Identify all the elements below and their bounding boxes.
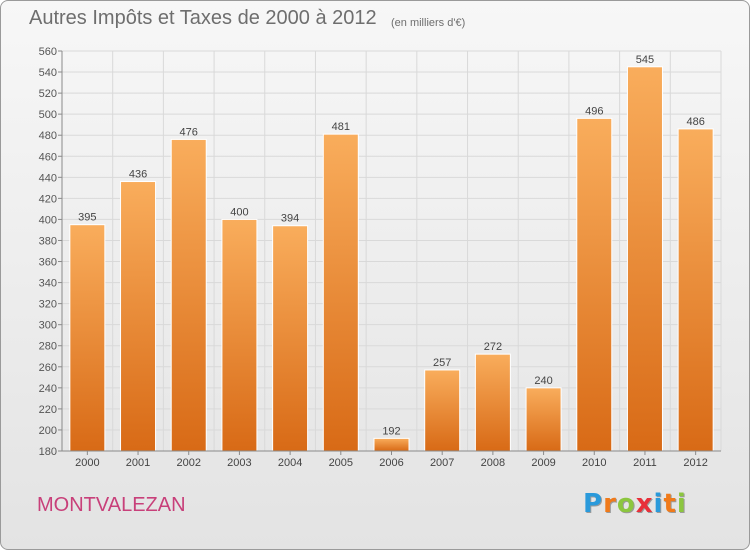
x-tick-label: 2012: [683, 457, 707, 469]
y-tick-label: 380: [39, 235, 57, 247]
data-label: 436: [129, 169, 147, 181]
data-label: 545: [636, 54, 654, 66]
x-tick-label: 2011: [633, 457, 657, 469]
data-label: 192: [382, 425, 400, 437]
y-tick-label: 400: [39, 214, 57, 226]
logo-letter: x: [635, 489, 654, 519]
y-tick-label: 200: [39, 425, 57, 437]
bar: [221, 218, 258, 452]
x-tick-label: 2005: [329, 457, 353, 469]
y-tick-label: 240: [39, 383, 57, 395]
data-label: 496: [585, 105, 603, 117]
axes: 180 200 220 240 260 280 300 320 340 360 380 400 420 4…: [39, 46, 721, 469]
proxiti-logo: Proxiti: [583, 489, 687, 519]
y-tick-label: 440: [39, 172, 57, 184]
x-tick-label: 2001: [126, 457, 150, 469]
y-tick-label: 480: [39, 130, 57, 142]
grid-lines: [61, 50, 722, 452]
x-tick-label: 2008: [481, 457, 505, 469]
y-tick-label: 460: [39, 151, 57, 163]
y-tick-label: 260: [39, 362, 57, 374]
data-label: 395: [78, 212, 96, 224]
x-tick-label: 2009: [531, 457, 555, 469]
logo-letter: o: [616, 489, 636, 519]
value-labels: 395 436 476 400 394 481 192 257 272 240 496 545 486: [78, 54, 705, 438]
bar: [69, 224, 106, 452]
bar: [120, 181, 157, 452]
y-tick-label: 320: [39, 299, 57, 311]
bar: [322, 133, 359, 452]
bar: [626, 66, 663, 452]
y-tick-label: 180: [39, 446, 57, 458]
bar: [576, 117, 613, 452]
data-label: 481: [332, 121, 350, 133]
y-tick-label: 540: [39, 67, 57, 79]
y-tick-label: 220: [39, 404, 57, 416]
bar: [373, 437, 410, 452]
logo-letter: i: [676, 489, 687, 519]
y-tick-label: 360: [39, 257, 57, 269]
bar: [525, 387, 562, 452]
x-tick-label: 2007: [430, 457, 454, 469]
y-tick-label: 420: [39, 193, 57, 205]
y-tick-label: 500: [39, 109, 57, 121]
bars: [69, 66, 714, 452]
y-tick-label: 280: [39, 341, 57, 353]
logo-letter: i: [653, 489, 664, 519]
bar: [424, 369, 461, 452]
data-label: 240: [534, 375, 552, 387]
data-label: 257: [433, 357, 451, 369]
chart-title: Autres Impôts et Taxes de 2000 à 2012: [29, 7, 377, 29]
bar: [170, 138, 207, 452]
x-tick-label: 2004: [278, 457, 302, 469]
commune-name: MONTVALEZAN: [37, 494, 186, 516]
data-label: 272: [484, 341, 502, 353]
y-tick-label: 340: [39, 278, 57, 290]
y-tick-label: 560: [39, 46, 57, 58]
logo-letter: P: [583, 489, 604, 519]
data-label: 476: [180, 126, 198, 138]
x-tick-label: 2000: [75, 457, 99, 469]
y-tick-label: 520: [39, 88, 57, 100]
bar: [272, 225, 309, 452]
bar: [677, 128, 714, 452]
logo-letter: t: [663, 489, 677, 519]
data-label: 394: [281, 213, 299, 225]
x-tick-label: 2010: [582, 457, 606, 469]
x-tick-label: 2002: [176, 457, 200, 469]
data-label: 486: [686, 116, 704, 128]
y-tick-label: 300: [39, 320, 57, 332]
bar: [474, 353, 511, 452]
data-label: 400: [230, 206, 248, 218]
x-tick-label: 2006: [379, 457, 403, 469]
logo-letter: r: [603, 489, 617, 519]
x-tick-label: 2003: [227, 457, 251, 469]
chart-subtitle: (en milliers d'€): [391, 17, 466, 29]
